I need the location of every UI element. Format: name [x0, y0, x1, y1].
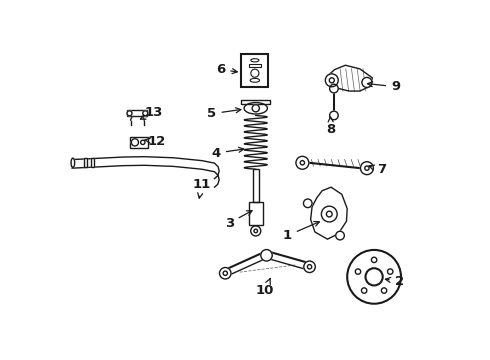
Ellipse shape	[244, 103, 268, 114]
Bar	[127, 111, 147, 116]
Bar	[127, 111, 147, 116]
Circle shape	[143, 111, 148, 116]
Circle shape	[220, 267, 231, 279]
Circle shape	[321, 206, 337, 222]
Circle shape	[141, 140, 145, 144]
Text: 9: 9	[368, 80, 400, 93]
Ellipse shape	[250, 78, 260, 82]
Text: 3: 3	[224, 211, 252, 230]
Bar	[253, 169, 259, 202]
Text: 6: 6	[216, 63, 237, 76]
Polygon shape	[311, 187, 347, 239]
Bar	[249, 63, 261, 67]
Circle shape	[388, 269, 393, 274]
Circle shape	[326, 211, 332, 217]
Circle shape	[330, 84, 338, 93]
Circle shape	[296, 156, 309, 169]
Text: 1: 1	[283, 221, 319, 242]
Circle shape	[131, 139, 139, 146]
Circle shape	[251, 69, 259, 77]
Circle shape	[371, 257, 377, 262]
Circle shape	[261, 249, 272, 261]
Bar	[249, 63, 261, 67]
Circle shape	[252, 105, 259, 112]
Circle shape	[347, 250, 401, 304]
Bar	[248, 202, 263, 225]
Text: 10: 10	[256, 278, 274, 297]
Circle shape	[362, 77, 372, 87]
Polygon shape	[327, 65, 372, 91]
Ellipse shape	[71, 158, 74, 167]
Circle shape	[362, 288, 367, 293]
Circle shape	[330, 111, 338, 120]
Bar	[84, 158, 87, 167]
Bar	[84, 158, 87, 167]
Bar	[91, 158, 94, 167]
Bar	[130, 137, 148, 148]
Ellipse shape	[251, 59, 259, 62]
Text: 4: 4	[212, 147, 244, 159]
Text: 12: 12	[145, 135, 166, 148]
Bar	[242, 54, 269, 87]
Circle shape	[336, 231, 344, 240]
Bar	[253, 169, 259, 202]
Text: 2: 2	[386, 275, 404, 288]
Circle shape	[303, 199, 312, 208]
Bar	[242, 54, 269, 87]
Bar	[242, 100, 270, 104]
Circle shape	[251, 226, 261, 236]
Circle shape	[304, 261, 315, 273]
Circle shape	[355, 269, 361, 274]
Circle shape	[366, 268, 383, 285]
Text: 8: 8	[326, 117, 336, 136]
Bar	[91, 158, 94, 167]
Circle shape	[127, 111, 132, 116]
Circle shape	[361, 162, 373, 175]
Bar	[130, 137, 148, 148]
Circle shape	[325, 74, 338, 87]
Bar	[248, 202, 263, 225]
Circle shape	[381, 288, 387, 293]
Text: 7: 7	[369, 163, 386, 176]
Bar	[242, 100, 270, 104]
Text: 13: 13	[141, 106, 163, 119]
Text: 5: 5	[207, 107, 241, 120]
Text: 11: 11	[193, 178, 211, 198]
